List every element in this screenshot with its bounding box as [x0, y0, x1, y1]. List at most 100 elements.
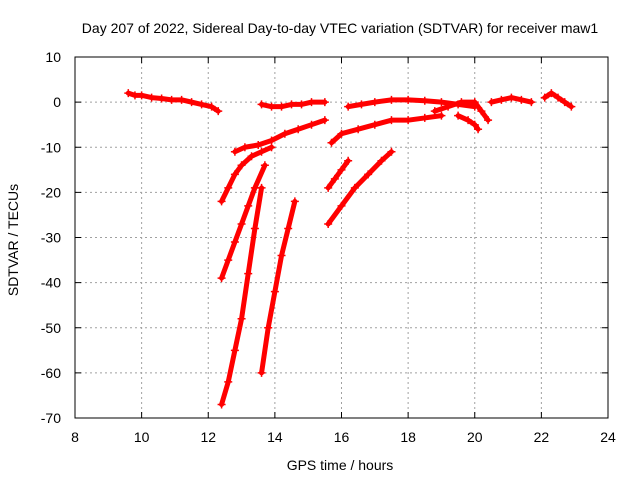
- data-point: [470, 120, 479, 129]
- data-point: [250, 183, 259, 192]
- data-point: [177, 95, 186, 104]
- x-tick-label: 24: [600, 429, 616, 445]
- data-point: [137, 91, 146, 100]
- data-point: [370, 120, 379, 129]
- data-point: [124, 89, 133, 98]
- data-point: [487, 98, 496, 107]
- data-point: [497, 95, 506, 104]
- data-point: [217, 197, 226, 206]
- series-arc-13: [454, 111, 483, 134]
- data-point: [214, 107, 223, 116]
- data-point: [387, 95, 396, 104]
- data-point: [187, 98, 196, 107]
- y-tick-label: -40: [41, 275, 61, 291]
- x-tick-label: 18: [400, 429, 416, 445]
- data-point: [267, 143, 276, 152]
- data-point: [294, 125, 303, 134]
- series-arc-6: [230, 116, 329, 156]
- data-point: [147, 93, 156, 102]
- x-tick-label: 10: [134, 429, 150, 445]
- series-arc-5: [257, 197, 299, 377]
- data-point: [230, 346, 239, 355]
- data-points: [124, 89, 576, 409]
- data-point: [257, 368, 266, 377]
- series-arc-4: [217, 143, 276, 206]
- data-point: [277, 102, 286, 111]
- y-tick-label: -20: [41, 184, 61, 200]
- data-point: [217, 274, 226, 283]
- data-point: [457, 98, 466, 107]
- data-point: [237, 161, 246, 170]
- data-point: [307, 120, 316, 129]
- data-point: [507, 93, 516, 102]
- x-tick-label: 20: [467, 429, 483, 445]
- data-point: [330, 174, 339, 183]
- data-point: [364, 170, 373, 179]
- data-point: [324, 183, 333, 192]
- x-tick-label: 22: [534, 429, 550, 445]
- data-point: [370, 98, 379, 107]
- data-point: [290, 197, 299, 206]
- data-point: [267, 102, 276, 111]
- data-point: [237, 219, 246, 228]
- y-tick-label: -70: [41, 410, 61, 426]
- data-point: [254, 140, 263, 149]
- data-point: [464, 116, 473, 125]
- data-point: [247, 152, 256, 161]
- data-point: [280, 129, 289, 138]
- series-arc-12: [430, 98, 493, 125]
- y-tick-label: 0: [53, 94, 61, 110]
- data-point: [217, 400, 226, 409]
- x-tick-label: 14: [267, 429, 283, 445]
- data-point: [230, 170, 239, 179]
- data-point: [250, 224, 259, 233]
- series-line: [325, 149, 394, 227]
- data-point: [337, 129, 346, 138]
- data-point: [554, 93, 563, 102]
- y-axis-title: SDTVAR / TECUs: [5, 184, 21, 296]
- data-point: [230, 147, 239, 156]
- data-point: [284, 224, 293, 233]
- series-arc-1: [124, 89, 223, 116]
- y-tick-label: -60: [41, 365, 61, 381]
- series-arc-14: [487, 93, 536, 107]
- data-point: [257, 147, 266, 156]
- series-line: [325, 158, 351, 191]
- data-point: [307, 98, 316, 107]
- data-point: [167, 95, 176, 104]
- grid: [75, 57, 608, 418]
- data-point: [244, 269, 253, 278]
- chart-title: Day 207 of 2022, Sidereal Day-to-day VTE…: [82, 20, 599, 36]
- series-arc-2: [217, 183, 266, 409]
- data-point: [327, 138, 336, 147]
- data-point: [474, 125, 483, 134]
- data-point: [337, 165, 346, 174]
- x-tick-label: 16: [334, 429, 350, 445]
- data-point: [404, 95, 413, 104]
- y-tick-label: -50: [41, 320, 61, 336]
- series-arc-15: [540, 89, 576, 111]
- data-point: [437, 111, 446, 120]
- series-line: [432, 99, 491, 123]
- data-point: [430, 107, 439, 116]
- data-point: [277, 251, 286, 260]
- data-point: [477, 107, 486, 116]
- data-point: [420, 113, 429, 122]
- ticks: 8 10 12 14 16 18 20 22 24 10 0 -10 -20 -30 -40 -50 -60 -7…: [41, 49, 616, 445]
- data-point: [260, 161, 269, 170]
- series-arc-3: [217, 161, 269, 283]
- data-point: [387, 147, 396, 156]
- data-point: [224, 256, 233, 265]
- series-line: [455, 113, 481, 132]
- data-point: [470, 98, 479, 107]
- data-point: [207, 102, 216, 111]
- data-point: [230, 238, 239, 247]
- data-point: [264, 323, 273, 332]
- data-point: [320, 98, 329, 107]
- data-point: [237, 314, 246, 323]
- data-point: [420, 96, 429, 105]
- data-point: [344, 102, 353, 111]
- data-point: [257, 100, 266, 109]
- x-tick-label: 8: [71, 429, 79, 445]
- series-arc-8: [324, 156, 353, 192]
